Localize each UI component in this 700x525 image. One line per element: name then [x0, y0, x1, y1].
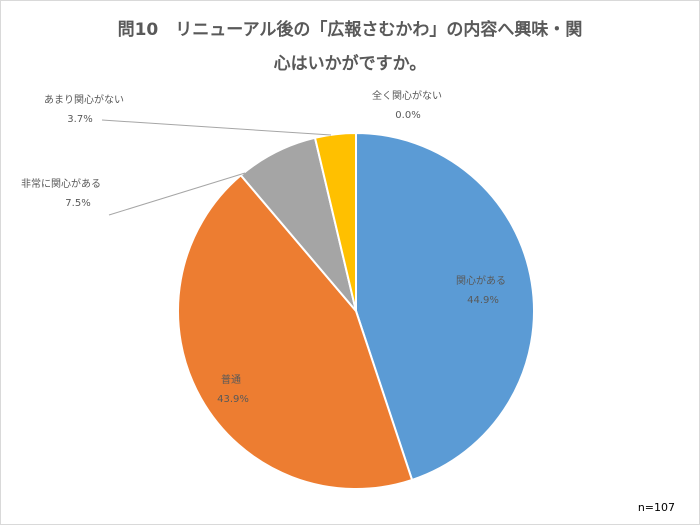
slice-name-label-1: 関心がある [456, 274, 506, 287]
slice-name-label-2: 普通 [221, 373, 241, 386]
leader-lines [101, 119, 332, 216]
pie-slice-4 [313, 131, 357, 312]
slice-labels: 関心がある 44.9% 普通 43.9% 非常に関心がある 7.5% あまり関心がない 3.7… [21, 89, 506, 405]
sample-size-note: n=107 [637, 501, 675, 514]
slice-name-label-3: 非常に関心がある [21, 177, 101, 190]
slice-value-label-3: 7.5% [65, 198, 90, 209]
pie-slice-2 [177, 173, 414, 490]
slice-value-label-4: 3.7% [67, 114, 92, 125]
slice-value-label-2: 43.9% [217, 394, 249, 405]
chart-title-line-2: 心はいかがですか。 [273, 54, 427, 74]
leader-line-3 [108, 172, 246, 216]
chart-title-line-1: 問10 リニューアル後の「広報さむかわ」の内容へ興味・関 [117, 20, 583, 40]
slice-name-label-5: 全く関心がない [372, 89, 442, 102]
leader-line-4 [101, 119, 332, 136]
slice-value-label-1: 44.9% [467, 295, 499, 306]
slice-value-label-5: 0.0% [395, 110, 420, 121]
pie-slice-1 [355, 131, 535, 482]
slice-name-label-4: あまり関心がない [44, 93, 124, 106]
pie-slices [177, 131, 535, 490]
chart-title: 問10 リニューアル後の「広報さむかわ」の内容へ興味・関 心はいかがですか。 [1, 13, 699, 81]
